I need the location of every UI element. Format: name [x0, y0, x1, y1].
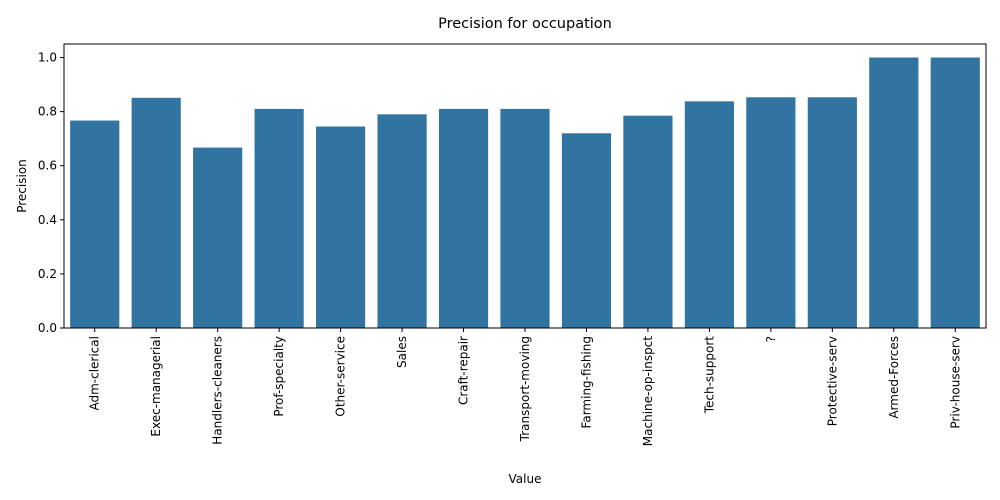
- bar-14: [930, 57, 980, 329]
- bar-10: [684, 101, 734, 329]
- x-tick-label-10: Tech-support: [702, 336, 716, 415]
- x-tick-label-11: ?: [764, 336, 778, 342]
- bar-0: [70, 120, 120, 328]
- bars-group: [70, 57, 980, 329]
- x-tick-label-3: Prof-specialty: [272, 336, 286, 417]
- x-tick-label-13: Armed-Forces: [887, 336, 901, 419]
- bar-5: [377, 114, 427, 328]
- x-axis: Adm-clerical Exec-managerial Handlers-clea…: [88, 328, 962, 446]
- x-tick-label-0: Adm-clerical: [88, 336, 102, 411]
- x-tick-label-4: Other-service: [334, 336, 348, 417]
- x-tick-label-14: Priv-house-serv: [948, 336, 962, 429]
- x-tick-label-7: Transport-moving: [518, 336, 532, 442]
- x-tick-label-5: Sales: [395, 336, 409, 368]
- x-tick-label-2: Handlers-cleaners: [211, 336, 225, 445]
- bar-4: [316, 126, 366, 328]
- x-tick-label-12: Protective-serv: [825, 336, 839, 426]
- y-tick-label-3: 0.6: [38, 159, 57, 173]
- bar-1: [131, 97, 181, 328]
- bar-12: [807, 97, 857, 328]
- x-tick-label-9: Machine-op-inspct: [641, 336, 655, 446]
- x-axis-label: Value: [509, 472, 542, 486]
- bar-9: [623, 115, 673, 328]
- bar-8: [561, 133, 612, 328]
- y-axis: 0.0 0.2 0.4 0.6 0.8 1.0: [38, 51, 64, 335]
- x-tick-label-1: Exec-managerial: [149, 336, 163, 437]
- bar-11: [746, 97, 796, 328]
- y-tick-label-4: 0.8: [38, 105, 57, 119]
- y-axis-label: Precision: [15, 159, 29, 213]
- y-tick-label-5: 1.0: [38, 51, 57, 65]
- bar-13: [869, 57, 919, 329]
- x-tick-label-8: Farming-fishing: [579, 336, 593, 428]
- y-tick-label-1: 0.2: [38, 267, 57, 281]
- x-tick-label-6: Craft-repair: [457, 336, 471, 405]
- y-tick-label-0: 0.0: [38, 321, 57, 335]
- y-tick-label-2: 0.4: [38, 213, 57, 227]
- plot-frame: [63, 43, 987, 329]
- bar-3: [254, 108, 304, 329]
- chart-title: Precision for occupation: [438, 16, 612, 32]
- bar-7: [500, 108, 550, 329]
- bar-2: [193, 147, 243, 328]
- bar-6: [438, 108, 489, 329]
